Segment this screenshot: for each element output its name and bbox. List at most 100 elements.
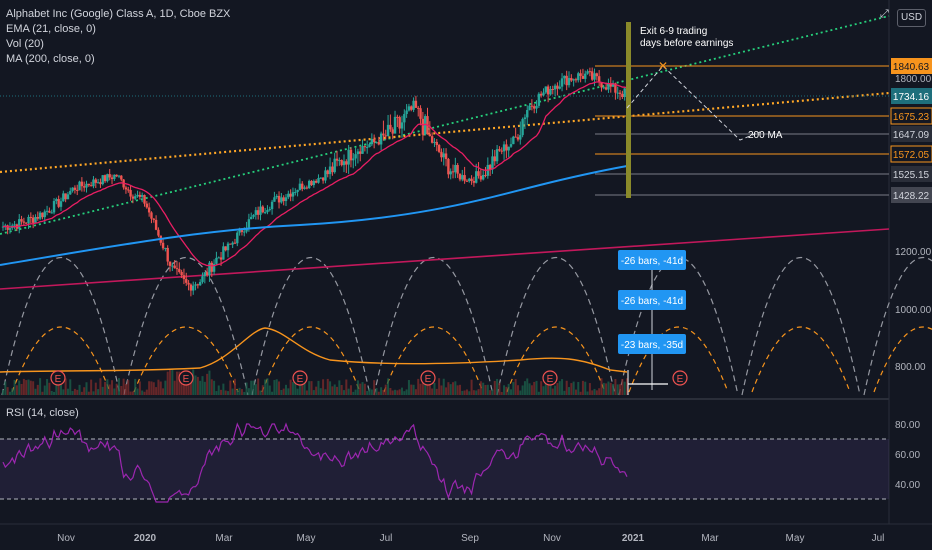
volume-bar <box>217 385 220 395</box>
candle-body <box>45 210 49 212</box>
candle-body <box>185 279 188 283</box>
candle-body <box>412 100 415 110</box>
candle-body <box>345 161 348 165</box>
volume-bar <box>194 375 197 395</box>
candle-body <box>296 189 299 192</box>
volume-bar <box>2 390 4 395</box>
candle-body <box>579 73 582 76</box>
candle-body <box>607 83 610 90</box>
candle-body <box>544 86 548 93</box>
volume-bar <box>449 384 452 395</box>
candle-body <box>465 180 469 182</box>
bars-box: -26 bars, -41d <box>618 250 686 270</box>
candle-body <box>154 219 158 230</box>
volume-bar <box>220 389 223 395</box>
candle-body <box>391 129 394 134</box>
volume-bar <box>20 383 23 395</box>
candle-body <box>519 135 522 140</box>
candle-body <box>414 100 418 108</box>
candle-body <box>18 219 21 229</box>
volume-bar <box>250 380 253 395</box>
small-arc-0 <box>11 326 111 393</box>
rsi-line <box>2 422 628 503</box>
earnings-marker: E <box>50 370 66 386</box>
volume-bar <box>345 379 348 395</box>
volume-bar <box>136 388 139 395</box>
volume-bar <box>561 379 564 395</box>
volume-bar <box>115 383 118 395</box>
candle-body <box>359 151 362 154</box>
candle-body <box>29 216 33 218</box>
volume-bar <box>389 388 392 395</box>
candle-body <box>224 246 227 251</box>
candle-body <box>567 78 571 86</box>
projection-path <box>626 65 761 141</box>
candle-body <box>498 149 501 151</box>
volume-bar <box>294 383 297 395</box>
volume-bar <box>266 378 269 395</box>
candle-body <box>365 147 369 149</box>
bars-box-bg <box>618 334 686 354</box>
candle-body <box>505 144 508 151</box>
volume-bar <box>609 382 612 395</box>
small-arc-1 <box>133 326 239 393</box>
volume-bar <box>143 391 146 395</box>
volume-bar <box>324 389 327 395</box>
price-tick: 1800.00 <box>895 74 932 85</box>
candle-body <box>178 269 181 272</box>
volume-bar <box>312 390 315 395</box>
volume-bar <box>458 384 461 395</box>
candle-body <box>400 122 404 129</box>
earnings-circle <box>420 370 436 386</box>
time-tick: May <box>297 533 316 544</box>
time-tick: 2021 <box>622 533 645 544</box>
candle-body <box>319 177 322 179</box>
volume-bar <box>512 382 515 395</box>
expand-icon[interactable]: ⤢ <box>880 8 889 20</box>
volume-bar <box>384 384 387 395</box>
volume-bar <box>261 385 264 395</box>
small-arc-2 <box>261 326 361 393</box>
volume-bar <box>489 390 492 395</box>
volume-bar <box>591 390 594 395</box>
volume-bar <box>519 390 522 395</box>
bars-box-label: -26 bars, -41d <box>621 256 683 267</box>
volume-bar <box>440 385 443 395</box>
volume-bar <box>46 379 49 395</box>
volume-bar <box>407 380 410 395</box>
currency-button[interactable]: USD <box>897 9 926 27</box>
candle-body <box>252 214 255 217</box>
volume-bar <box>222 383 225 395</box>
candle-body <box>168 261 172 266</box>
volume-bar <box>173 380 176 395</box>
volume-bar <box>64 378 67 395</box>
candle-body <box>458 173 462 180</box>
price-label: 1675.23 <box>890 107 932 125</box>
candle-body <box>20 219 23 222</box>
candle-body <box>41 212 44 218</box>
candle-body <box>449 171 452 175</box>
volume-bar <box>456 385 459 395</box>
candle-body <box>291 192 295 197</box>
volume-bar <box>486 384 489 395</box>
volume-bar <box>166 371 169 395</box>
price-tick: 1000.00 <box>895 305 932 316</box>
candle-body <box>500 150 503 152</box>
volume-bar <box>34 388 37 395</box>
volume-bar <box>556 383 559 395</box>
candle-body <box>463 175 466 181</box>
volume-bar <box>586 391 589 395</box>
volume-bar <box>391 390 394 395</box>
exit-note-line: Exit 6-9 trading <box>640 26 707 37</box>
candle-body <box>317 178 320 183</box>
candle-body <box>535 105 538 109</box>
candle-body <box>593 73 596 80</box>
candle-body <box>115 174 118 177</box>
candle-body <box>78 181 81 191</box>
volume-bar <box>278 381 281 395</box>
rsi-band <box>0 439 889 499</box>
volume-bar <box>192 369 195 395</box>
volume-bar <box>227 391 230 395</box>
